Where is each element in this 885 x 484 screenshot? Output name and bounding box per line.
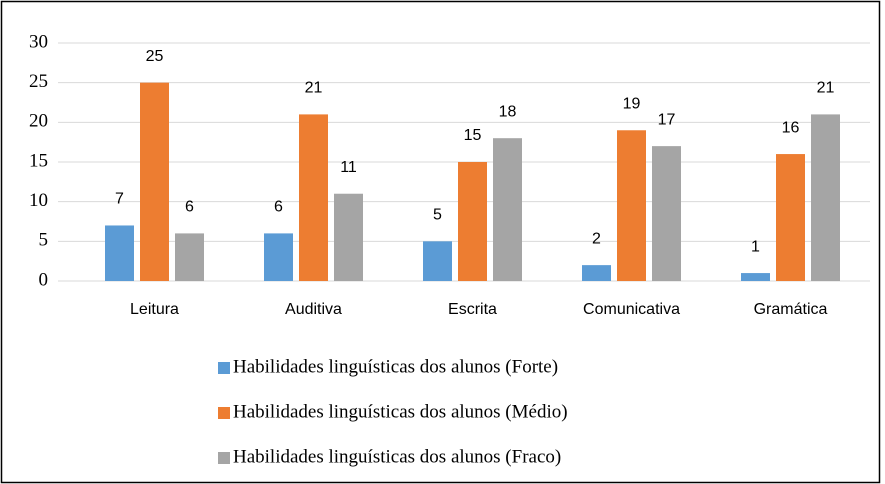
data-label: 1 [751,238,760,255]
legend-label: Habilidades linguísticas dos alunos (For… [233,356,558,377]
x-tick-label: Gramática [754,301,828,318]
bar [582,265,611,281]
data-label: 18 [499,103,517,120]
bar [105,225,134,281]
bar [175,233,204,281]
bar [652,146,681,281]
y-tick-label: 15 [29,150,48,171]
x-tick-label: Comunicativa [583,301,680,318]
bar [741,273,770,281]
data-label: 6 [274,199,283,216]
data-label: 16 [782,119,800,136]
data-label: 25 [146,48,164,65]
data-label: 5 [433,207,442,224]
bar [264,233,293,281]
legend-label: Habilidades linguísticas dos alunos (Méd… [233,401,568,422]
data-label: 21 [305,80,323,97]
legend-swatch [218,452,230,464]
data-label: 15 [464,127,482,144]
bar [299,114,328,282]
legend-label: Habilidades linguísticas dos alunos (Fra… [233,446,561,467]
bar [493,138,522,281]
data-label: 7 [115,191,124,208]
x-tick-label: Leitura [130,301,179,318]
bar [423,241,452,281]
bar [617,130,646,281]
x-tick-label: Escrita [448,301,497,318]
bar [334,193,363,281]
bar [776,154,805,281]
bar [458,162,487,281]
y-tick-label: 30 [29,31,48,52]
legend-swatch [218,362,230,374]
data-label: 17 [658,111,676,128]
bar [811,114,840,282]
y-tick-label: 25 [29,71,48,92]
data-label: 2 [592,230,601,247]
y-tick-label: 5 [39,230,49,251]
data-label: 21 [817,80,835,97]
legend-swatch [218,407,230,419]
x-tick-label: Auditiva [285,301,342,318]
data-label: 6 [185,199,194,216]
y-tick-label: 0 [39,269,49,290]
data-label: 19 [623,95,641,112]
data-label: 11 [340,159,357,176]
bar [140,82,169,282]
y-tick-label: 20 [29,111,48,132]
y-tick-label: 10 [29,190,48,211]
